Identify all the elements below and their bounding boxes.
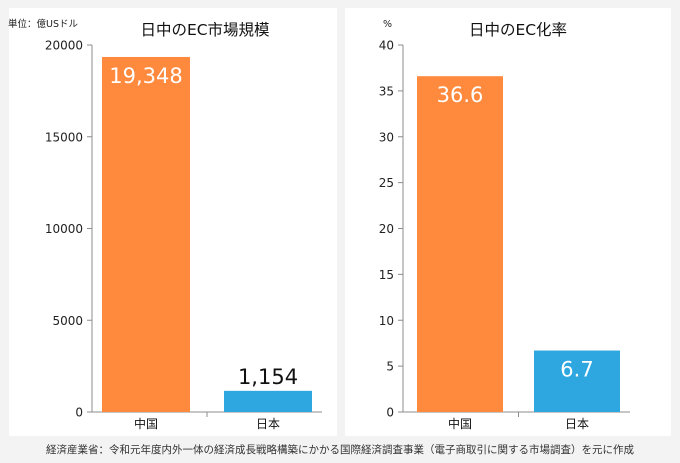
charts-canvas: 日中のEC市場規模 単位：億USドル 0 5000 10000 15000 20000 中国 1… [8,8,671,436]
chart-2-y-tick-label: 5 [386,360,394,374]
chart-2-data-label-2: 6.7 [560,358,593,382]
chart-1-y-tick-label: 0 [75,406,83,420]
chart-2-y-tick-label: 10 [379,314,394,328]
chart-1-data-label-2: 1,154 [238,365,298,389]
chart-1-bar-1 [102,56,190,412]
chart-2-y-tick-label: 15 [379,268,394,282]
source-note: 経済産業省：令和元年度内外一体の経済成長戦略構築にかかる国際経済調査事業（電子商… [46,444,634,456]
chart-2-y-tick-label: 0 [386,406,394,420]
chart-2-title: 日中のEC化率 [469,21,567,39]
chart-1-y-tick-label: 20000 [45,39,83,53]
chart-2-x-tick-label: 日本 [565,417,589,431]
chart-1-bar-2 [224,390,312,412]
chart-2-x-tick-label: 中国 [448,416,472,431]
chart-2-y-tick-label: 35 [379,84,394,98]
chart-1-x-tick-label: 日本 [256,417,280,431]
chart-1-y-tick-label: 15000 [45,130,83,144]
chart-1-y-tick-label: 5000 [52,314,83,328]
chart-2-y-tick-label: 30 [379,130,394,144]
chart-2-unit-label: % [383,19,392,30]
chart-1-title: 日中のEC市場規模 [140,21,269,39]
chart-2-y-tick-label: 25 [379,176,394,190]
chart-1-x-tick-label: 中国 [134,416,158,431]
chart-1-data-label-1: 19,348 [109,64,182,88]
chart-1-unit-label: 単位：億USドル [8,18,78,30]
chart-2-data-label-1: 36.6 [437,83,484,107]
chart-2-y-tick-label: 20 [379,222,394,236]
chart-2-y-tick-label: 40 [379,39,394,53]
chart-1-y-tick-label: 10000 [45,222,83,236]
chart-2-bar-2 [534,350,620,412]
chart-2-bar-1 [417,76,503,412]
